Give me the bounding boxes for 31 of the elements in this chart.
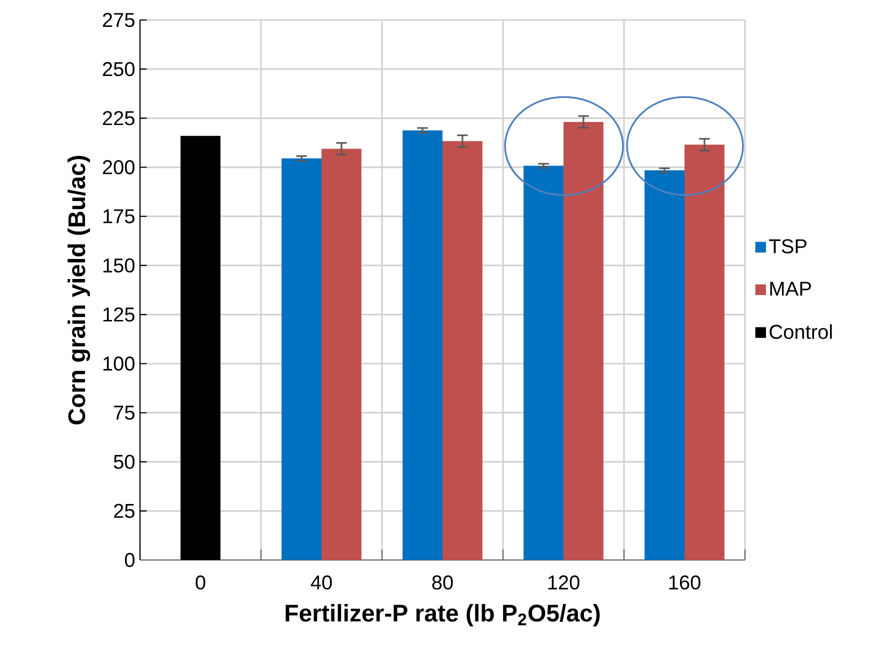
y-tick-label: 275: [102, 12, 134, 28]
bar: [282, 158, 322, 560]
bar: [442, 141, 482, 560]
y-tick-label: 225: [102, 111, 134, 126]
bar: [524, 166, 564, 560]
y-tick-label: 250: [102, 62, 134, 76]
bar: [402, 130, 443, 560]
y-tick-label: 25: [114, 504, 134, 518]
y-tick-label: 75: [114, 406, 134, 420]
y-tick-label: 0: [124, 552, 134, 568]
x-tick-label: 40: [310, 575, 332, 590]
y-tick-label: 200: [102, 160, 134, 174]
legend-label: TSP: [769, 239, 806, 254]
y-tick-label: 150: [103, 258, 134, 273]
bar: [684, 144, 724, 560]
x-tick-label: 0: [196, 575, 206, 590]
x-tick-label: 80: [432, 575, 453, 590]
bar: [564, 122, 604, 560]
y-axis-title: Corn grain yield (Bu/ac): [68, 156, 90, 424]
x-tick-label: 120: [548, 575, 580, 590]
x-axis-title: Fertilizer-P rate (lb P$_{2}$O5/ac): [286, 604, 600, 626]
y-tick-label: 50: [114, 454, 134, 469]
y-tick-label: 175: [103, 209, 134, 224]
bar: [322, 148, 362, 560]
bar: [644, 170, 684, 560]
legend-label: MAP: [770, 282, 811, 296]
x-tick-label: 160: [669, 575, 700, 590]
legend-label: Control: [770, 324, 832, 339]
y-tick-label: 125: [103, 307, 134, 322]
y-tick-label: 100: [103, 356, 134, 371]
bar: [180, 136, 220, 560]
